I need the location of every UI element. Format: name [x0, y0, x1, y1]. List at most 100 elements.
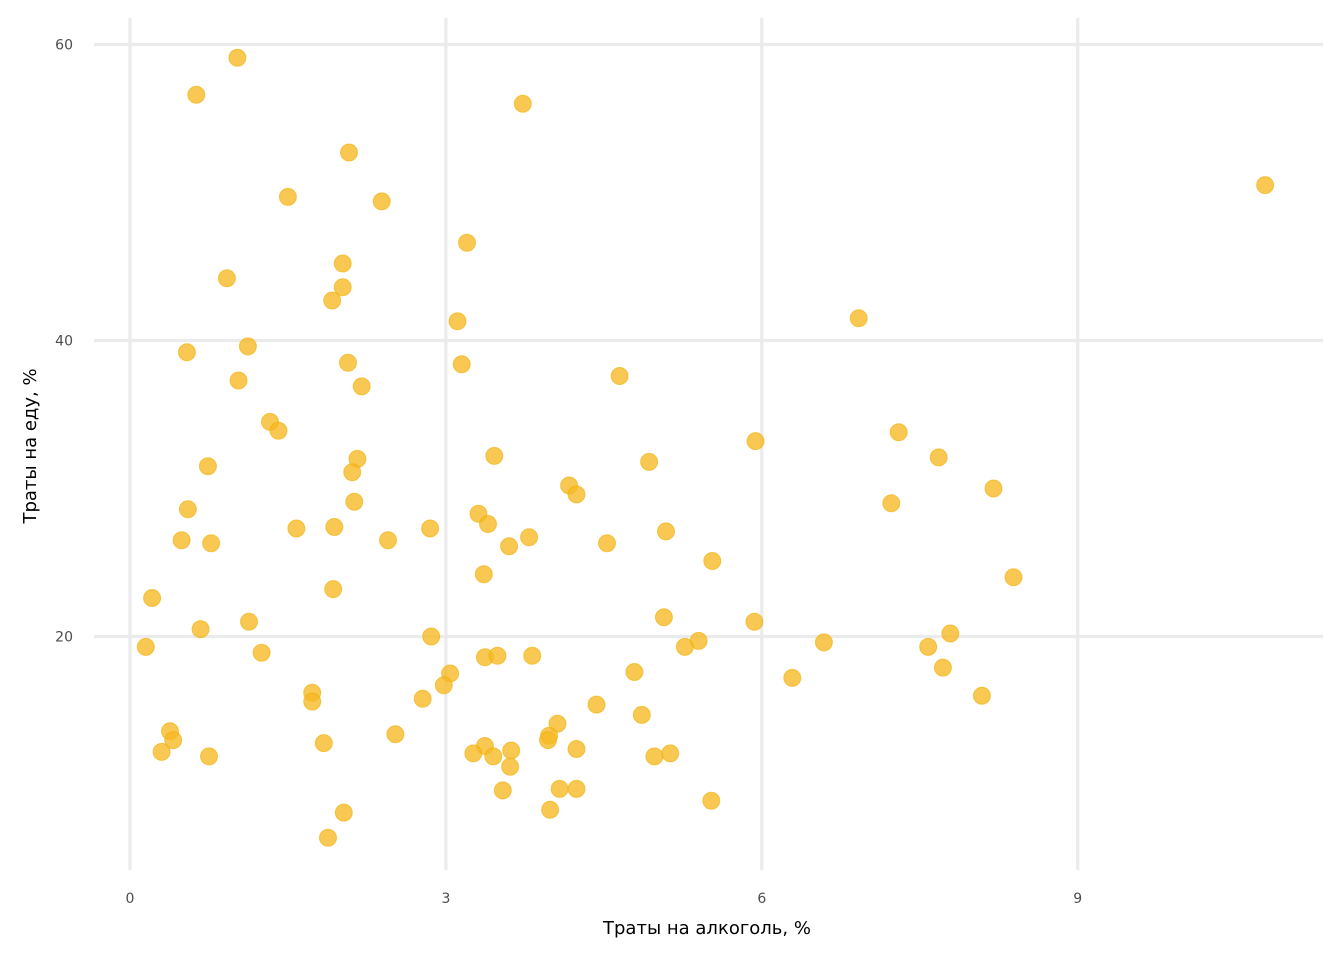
x-tick-label: 0: [126, 891, 135, 907]
data-point: [325, 518, 344, 536]
data-point: [972, 686, 991, 705]
y-tick-label: 20: [55, 630, 73, 646]
data-point: [314, 734, 333, 753]
data-point: [278, 187, 297, 206]
data-point: [252, 643, 271, 662]
data-point: [303, 692, 322, 711]
data-point: [567, 740, 586, 758]
data-point: [919, 637, 938, 656]
data-point: [598, 534, 616, 553]
data-point: [513, 94, 532, 113]
data-point: [941, 624, 960, 643]
data-point: [539, 731, 557, 750]
data-point: [345, 492, 364, 511]
data-point: [485, 446, 504, 465]
vertical-gridlines: [128, 18, 1080, 870]
data-point: [849, 309, 868, 328]
data-point: [452, 355, 471, 374]
data-point: [413, 689, 432, 708]
data-point: [448, 312, 467, 331]
data-point: [379, 531, 397, 550]
y-axis-title: Траты на еду, %: [20, 368, 41, 524]
data-point: [703, 552, 722, 570]
data-point: [152, 742, 171, 761]
data-point: [933, 658, 952, 677]
data-point: [228, 48, 247, 67]
x-tick-label: 6: [757, 891, 766, 907]
data-point: [502, 741, 521, 760]
data-point: [1256, 176, 1275, 195]
data-point: [164, 731, 183, 750]
data-point: [661, 744, 680, 763]
data-point: [567, 485, 586, 504]
x-tick-label: 3: [441, 891, 450, 907]
data-point: [493, 781, 512, 800]
data-point: [567, 779, 586, 798]
data-point: [474, 565, 493, 584]
data-point: [340, 143, 358, 162]
data-point: [333, 254, 352, 273]
data-point: [541, 800, 560, 819]
data-point: [324, 580, 343, 599]
y-tick-label: 60: [55, 38, 73, 54]
data-point: [386, 725, 405, 744]
data-point: [240, 612, 258, 631]
data-point: [287, 519, 306, 538]
y-tick-label: 40: [55, 334, 73, 350]
data-point: [434, 676, 453, 695]
data-point: [929, 448, 948, 467]
data-point: [484, 747, 503, 766]
data-point: [587, 695, 606, 714]
data-point: [882, 494, 901, 513]
data-point: [523, 646, 542, 665]
data-point: [198, 457, 217, 476]
data-point: [172, 531, 191, 550]
data-point: [657, 522, 675, 541]
data-point: [746, 432, 765, 451]
data-point: [632, 705, 651, 724]
x-axis-title: Траты на алкоголь, %: [602, 918, 811, 939]
data-point: [143, 589, 162, 607]
data-point: [610, 367, 629, 385]
data-point: [187, 85, 206, 104]
data-point: [238, 337, 257, 356]
data-point: [814, 633, 833, 652]
data-point: [501, 757, 520, 776]
data-point: [352, 377, 371, 396]
data-point: [319, 828, 337, 847]
data-point: [323, 291, 342, 310]
data-point: [178, 500, 197, 519]
data-point: [500, 537, 519, 556]
horizontal-gridlines: [94, 42, 1323, 639]
x-tick-label: 9: [1073, 891, 1082, 907]
data-point: [645, 747, 664, 766]
data-point: [343, 463, 362, 482]
data-point: [229, 371, 248, 390]
y-axis-ticks: 20 40 60: [55, 38, 73, 646]
data-point: [136, 637, 155, 656]
data-point: [889, 423, 908, 442]
data-point: [675, 637, 694, 656]
data-point: [200, 747, 218, 766]
data-point: [783, 668, 802, 687]
data-point: [333, 278, 352, 297]
data-point: [984, 479, 1003, 498]
data-point: [745, 612, 764, 631]
data-point: [202, 534, 221, 553]
data-point: [217, 269, 236, 288]
data-point: [654, 608, 673, 627]
data-point: [421, 519, 440, 538]
data-point: [422, 627, 441, 646]
data-point: [334, 803, 353, 822]
data-point: [625, 663, 644, 681]
data-point: [464, 744, 483, 763]
data-point: [458, 233, 476, 252]
data-point: [177, 343, 196, 362]
data-point: [640, 452, 659, 471]
data-point: [479, 515, 497, 533]
data-point: [269, 421, 288, 440]
data-point: [520, 528, 539, 547]
data-points: [136, 48, 1275, 847]
data-point: [702, 791, 721, 810]
